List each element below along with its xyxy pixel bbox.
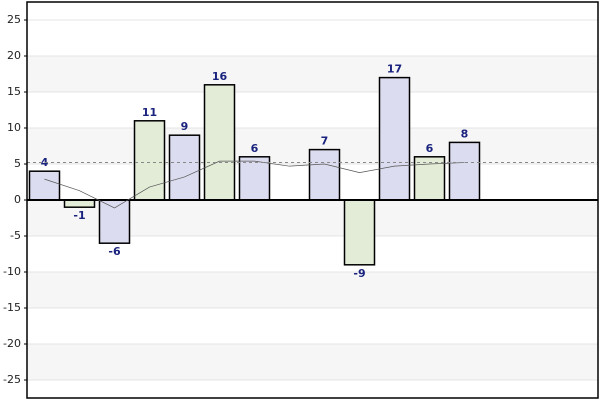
value-label: -6 <box>108 245 121 258</box>
bar <box>448 141 481 201</box>
plot-frame <box>26 1 599 399</box>
y-tick-label: 25 <box>7 13 21 26</box>
value-label: 8 <box>461 127 469 140</box>
value-label: 17 <box>387 63 402 76</box>
y-tick-label: -5 <box>10 229 21 242</box>
value-label: 16 <box>212 70 228 83</box>
bar <box>168 134 201 201</box>
band <box>27 56 598 92</box>
y-tick-label: 20 <box>7 49 21 62</box>
y-tick-label: -15 <box>3 301 21 314</box>
y-tick-label: -10 <box>3 265 21 278</box>
y-tick-label: 0 <box>14 193 21 206</box>
band <box>27 344 598 380</box>
value-label: -9 <box>353 267 365 280</box>
value-label: 6 <box>251 142 259 155</box>
bar <box>343 199 376 266</box>
bar <box>98 199 131 244</box>
y-tick-label: 15 <box>7 85 21 98</box>
y-tick-label: -25 <box>3 373 21 386</box>
trend-line <box>44 160 465 209</box>
value-label: 9 <box>181 120 189 133</box>
bar <box>238 156 271 201</box>
value-label: -1 <box>73 209 85 222</box>
bar <box>133 120 166 201</box>
bar <box>28 170 61 201</box>
value-label: 11 <box>142 106 157 119</box>
y-tick-label: 5 <box>14 157 21 170</box>
bar <box>203 84 236 201</box>
value-label: 4 <box>41 156 49 169</box>
y-tick-label: 10 <box>7 121 21 134</box>
bar <box>63 199 96 208</box>
value-label: 6 <box>426 142 434 155</box>
bar <box>308 148 341 201</box>
bar <box>378 76 411 201</box>
y-tick-label: -20 <box>3 337 21 350</box>
value-label: 7 <box>321 135 329 148</box>
band <box>27 272 598 308</box>
